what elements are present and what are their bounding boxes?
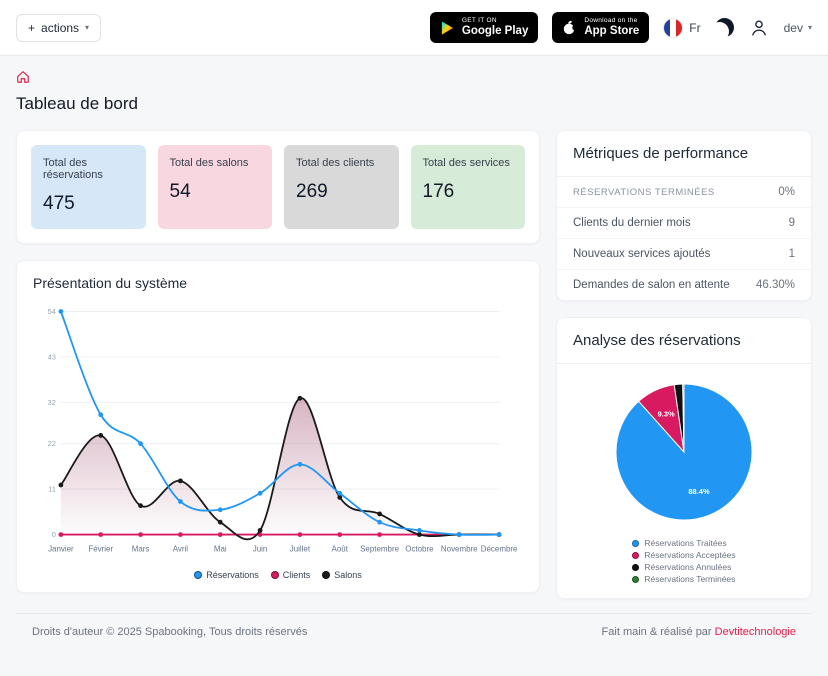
metric-value: 46.30%	[755, 279, 795, 291]
stat-tile: Total des clients 269	[284, 145, 399, 229]
user-menu[interactable]: dev ▾	[784, 21, 812, 35]
stats-card: Total des réservations 475 Total des sal…	[16, 130, 540, 244]
pie-legend: Réservations Traitées Réservations Accept…	[632, 538, 736, 584]
svg-text:Avril: Avril	[173, 545, 189, 554]
metric-value: 9	[788, 217, 795, 229]
metric-label: RÉSERVATIONS TERMINÉES	[573, 186, 715, 198]
app-store-bottom-text: App Store	[584, 24, 640, 37]
stat-label: Total des salons	[169, 157, 249, 169]
copyright-text: Droits d'auteur © 2025 Spabooking, Tous …	[32, 626, 308, 638]
pie-title: Analyse des réservations	[573, 332, 741, 349]
legend-dot-icon	[632, 551, 640, 559]
svg-text:Janvier: Janvier	[48, 545, 74, 554]
stat-value: 176	[422, 181, 455, 202]
legend-dot-icon	[632, 539, 640, 547]
google-play-icon	[441, 20, 453, 35]
language-label: Fr	[689, 20, 701, 35]
metric-value: 0%	[778, 186, 795, 198]
metric-row: Demandes de salon en attente 46.30%	[557, 270, 811, 300]
metric-label: Nouveaux services ajoutés	[573, 248, 711, 260]
dark-mode-toggle[interactable]	[715, 18, 734, 37]
line-chart[interactable]: 0 11 22 32 43 54 Janvier Février Mars Avril Mai Jui…	[33, 301, 523, 563]
metric-value: 1	[788, 248, 795, 260]
france-flag-icon	[663, 17, 684, 38]
actions-button-label: actions	[41, 20, 80, 35]
svg-text:Novembre: Novembre	[441, 545, 478, 554]
user-avatar-icon[interactable]	[748, 17, 770, 39]
svg-text:Septembre: Septembre	[360, 545, 399, 554]
credit-link[interactable]: Devtitechnologie	[714, 626, 796, 638]
metrics-title: Métriques de performance	[573, 145, 749, 162]
stat-label: Total des réservations	[43, 157, 103, 181]
svg-text:54: 54	[48, 307, 56, 316]
page-footer: Droits d'auteur © 2025 Spabooking, Tous …	[16, 613, 812, 652]
plus-icon: +	[28, 20, 36, 35]
line-legend: Réservations Clients Salons	[33, 570, 523, 580]
stat-label: Total des clients	[296, 157, 375, 169]
svg-text:Août: Août	[332, 545, 349, 554]
stat-label: Total des services	[422, 157, 510, 169]
system-overview-card: Présentation du système 0 11 22 32 43 54 Janvi…	[16, 260, 540, 593]
svg-text:88.4%: 88.4%	[688, 487, 710, 496]
app-store-badge[interactable]: Download on the App Store	[552, 12, 650, 43]
svg-text:Décembre: Décembre	[481, 545, 518, 554]
svg-text:11: 11	[48, 485, 56, 494]
google-play-badge[interactable]: GET IT ON Google Play	[429, 12, 539, 43]
legend-dot-icon	[270, 571, 279, 579]
legend-item[interactable]: Salons	[322, 570, 362, 580]
credit-prefix: Fait main & réalisé par	[601, 626, 715, 638]
actions-button[interactable]: + actions ▾	[16, 13, 102, 42]
pie-chart[interactable]: 88.4% 9.3%	[604, 378, 764, 528]
legend-dot-icon	[322, 571, 331, 579]
legend-dot-icon	[632, 575, 640, 583]
apple-icon	[564, 20, 578, 35]
svg-text:0: 0	[52, 530, 56, 539]
metric-label: Clients du dernier mois	[573, 217, 691, 229]
stat-value: 54	[169, 181, 191, 202]
language-switcher[interactable]: Fr	[663, 17, 701, 38]
stat-value: 269	[296, 181, 328, 202]
svg-text:Mars: Mars	[132, 545, 150, 554]
svg-text:Octobre: Octobre	[405, 545, 434, 554]
svg-text:Juillet: Juillet	[290, 545, 311, 554]
svg-text:Mai: Mai	[214, 545, 227, 554]
chart-title: Présentation du système	[33, 275, 188, 291]
legend-item[interactable]: Clients	[270, 570, 310, 580]
metric-row: Clients du dernier mois 9	[557, 208, 811, 239]
google-play-bottom-text: Google Play	[461, 24, 529, 37]
performance-metrics-card: Métriques de performance RÉSERVATIONS TE…	[556, 130, 812, 301]
pie-legend-item[interactable]: Réservations Terminées	[632, 574, 735, 584]
reservations-analysis-card: Analyse des réservations 88.4% 9.3% Réser…	[556, 317, 812, 599]
pie-legend-item[interactable]: Réservations Traitées	[632, 538, 735, 548]
metric-row: RÉSERVATIONS TERMINÉES 0%	[557, 177, 811, 208]
svg-text:Juin: Juin	[253, 545, 268, 554]
legend-dot-icon	[194, 571, 203, 579]
svg-text:9.3%: 9.3%	[658, 409, 675, 418]
chevron-down-icon: ▾	[85, 23, 90, 32]
user-name: dev	[783, 20, 803, 35]
breadcrumb	[16, 70, 812, 84]
svg-text:32: 32	[48, 398, 56, 407]
legend-item[interactable]: Réservations	[194, 570, 259, 580]
app-store-top-text: Download on the	[584, 17, 638, 25]
metric-row: Nouveaux services ajoutés 1	[557, 239, 811, 270]
google-play-top-text: GET IT ON	[461, 17, 497, 25]
stat-tile: Total des salons 54	[157, 145, 272, 229]
pie-legend-item[interactable]: Réservations Acceptées	[632, 550, 736, 560]
legend-dot-icon	[632, 563, 640, 571]
stat-value: 475	[43, 193, 75, 214]
stat-tile: Total des réservations 475	[31, 145, 146, 229]
page-title: Tableau de bord	[16, 94, 138, 113]
home-icon[interactable]	[16, 70, 30, 84]
credit-text: Fait main & réalisé par Devtitechnologie	[602, 626, 796, 638]
chevron-down-icon: ▾	[807, 23, 812, 32]
metric-label: Demandes de salon en attente	[573, 279, 730, 291]
svg-text:22: 22	[48, 439, 56, 448]
pie-legend-item[interactable]: Réservations Annulées	[632, 562, 735, 572]
stat-tile: Total des services 176	[410, 145, 525, 229]
svg-text:Février: Février	[88, 545, 113, 554]
svg-text:43: 43	[48, 352, 56, 361]
top-bar: + actions ▾ GET IT ON Google Play	[0, 0, 828, 56]
